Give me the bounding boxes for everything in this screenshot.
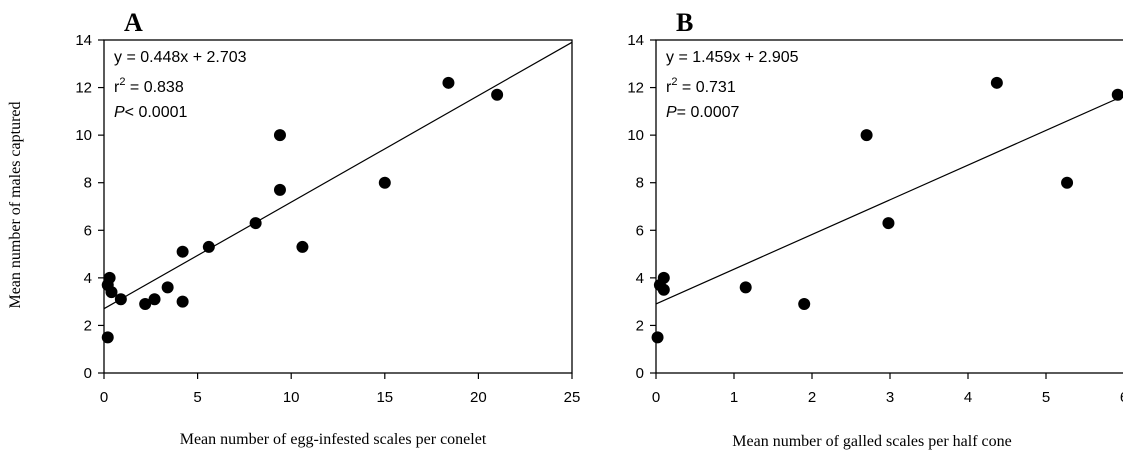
data-point-a	[114, 293, 127, 306]
panel-letter-a: A	[124, 8, 143, 37]
data-point-a	[176, 245, 189, 258]
data-point-b	[651, 331, 664, 344]
data-point-a	[148, 293, 161, 306]
y-tick-label-a: 4	[84, 270, 92, 287]
data-point-b	[1111, 88, 1123, 101]
x-axis-label-b: Mean number of galled scales per half co…	[732, 433, 1011, 450]
y-tick-label-b: 2	[636, 317, 644, 334]
data-point-b	[1061, 176, 1074, 189]
panel-letter-b: B	[676, 8, 693, 37]
x-tick-label-a: 10	[283, 389, 300, 406]
data-point-a	[161, 281, 174, 294]
p-value-label-b: P= 0.0007	[666, 104, 740, 121]
data-point-a	[176, 295, 189, 308]
y-tick-label-a: 2	[84, 317, 92, 334]
data-point-a	[101, 331, 114, 344]
data-point-a	[105, 286, 118, 299]
y-tick-label-a: 10	[75, 127, 92, 144]
x-tick-label-b: 6	[1120, 389, 1123, 406]
regression-line-a	[103, 41, 573, 310]
y-tick-label-b: 12	[627, 80, 644, 97]
data-point-b	[882, 217, 895, 230]
data-point-b	[657, 271, 670, 284]
x-tick-label-a: 25	[564, 389, 581, 406]
x-tick-label-a: 0	[100, 389, 108, 406]
y-axis-label: Mean number of males captured	[7, 101, 24, 308]
data-point-a	[249, 217, 262, 230]
data-point-b	[990, 76, 1003, 89]
y-tick-label-b: 8	[636, 175, 644, 192]
x-tick-label-a: 5	[193, 389, 201, 406]
equation-label-b: y = 1.459x + 2.905	[666, 49, 799, 66]
y-tick-label-b: 14	[627, 32, 644, 49]
y-tick-label-a: 8	[84, 175, 92, 192]
x-tick-label-b: 0	[652, 389, 660, 406]
y-tick-label-a: 14	[75, 32, 92, 49]
data-point-a	[273, 129, 286, 142]
plot-frame-a	[103, 39, 573, 374]
y-tick-label-a: 6	[84, 222, 92, 239]
y-tick-label-b: 4	[636, 270, 644, 287]
data-point-a	[296, 240, 309, 253]
x-tick-label-b: 5	[1042, 389, 1050, 406]
data-point-a	[139, 298, 152, 311]
data-point-b	[860, 129, 873, 142]
r-squared-label-a: r2 = 0.838	[114, 76, 184, 96]
data-point-b	[798, 298, 811, 311]
x-tick-label-b: 2	[808, 389, 816, 406]
equation-label-a: y = 0.448x + 2.703	[114, 49, 247, 66]
r-squared-label-b: r2 = 0.731	[666, 76, 736, 96]
data-point-a	[378, 176, 391, 189]
x-tick-label-b: 4	[964, 389, 972, 406]
data-point-b	[739, 281, 752, 294]
x-tick-label-a: 15	[376, 389, 393, 406]
panel-a-chart: 0 2 4 6 8 10 12 14 0 5 10 15 20 25 y = 0.448x + 2.703 r…	[75, 8, 580, 448]
y-tick-label-a: 0	[84, 365, 92, 382]
p-value-label-a: P< 0.0001	[114, 104, 188, 121]
x-axis-label-a: Mean number of egg-infested scales per c…	[180, 431, 487, 448]
data-point-b	[657, 283, 670, 296]
y-tick-label-a: 12	[75, 80, 92, 97]
x-tick-label-a: 20	[470, 389, 487, 406]
data-point-a	[273, 183, 286, 196]
y-tick-label-b: 6	[636, 222, 644, 239]
data-point-a	[442, 76, 455, 89]
x-tick-label-b: 1	[730, 389, 738, 406]
data-point-a	[202, 240, 215, 253]
data-point-a	[491, 88, 504, 101]
y-tick-label-b: 0	[636, 365, 644, 382]
regression-line-b	[655, 95, 1123, 305]
y-tick-label-b: 10	[627, 127, 644, 144]
x-tick-label-b: 3	[886, 389, 894, 406]
